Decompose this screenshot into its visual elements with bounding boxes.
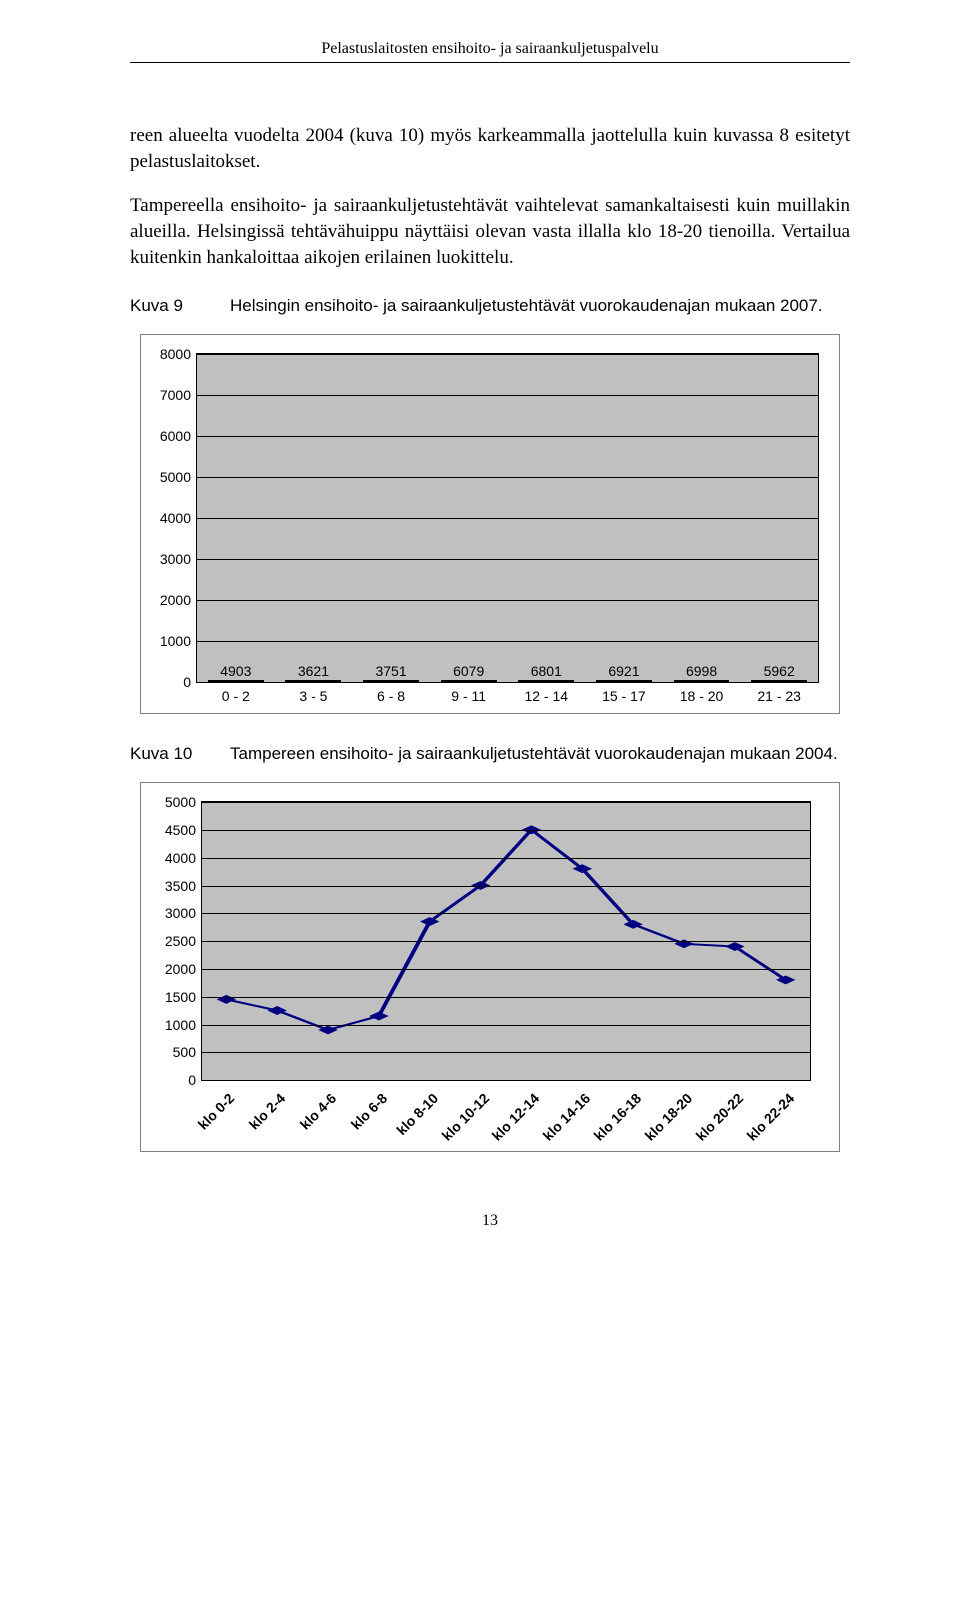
bar-gridline (197, 436, 818, 437)
bar-gridline (197, 477, 818, 478)
bar (674, 680, 730, 682)
bar-value-label: 6998 (686, 663, 717, 679)
bar-gridline (197, 559, 818, 560)
bar-x-axis-label: 0 - 2 (222, 688, 250, 704)
line-series (226, 830, 785, 1030)
bar-value-label: 5962 (764, 663, 795, 679)
paragraph-2: Tampereella ensihoito- ja sairaankuljetu… (130, 193, 850, 270)
line-gridline (202, 830, 810, 831)
line-y-axis-label: 3500 (165, 878, 202, 894)
line-x-axis-label: klo 22-24 (743, 1090, 797, 1144)
bar-x-axis-label: 3 - 5 (299, 688, 327, 704)
bar-y-axis-label: 0 (183, 674, 197, 690)
bar-y-axis-label: 2000 (160, 592, 197, 608)
line-gridline (202, 913, 810, 914)
line-chart: 0 500 1000 1500 2000 2500 3000 3500 4000 4500 5000… (140, 782, 840, 1152)
bar-value-label: 3621 (298, 663, 329, 679)
bar-y-axis-label: 1000 (160, 633, 197, 649)
bar-x-axis-label: 12 - 14 (525, 688, 569, 704)
bar-gridline (197, 682, 818, 683)
bar-chart: 0 1000 2000 3000 4000 5000 6000 7000 8000 4903 0 -… (140, 334, 840, 714)
line-gridline (202, 802, 810, 803)
line-y-axis-label: 3000 (165, 905, 202, 921)
bar-gridline (197, 641, 818, 642)
line-x-axis-label: klo 20-22 (692, 1090, 746, 1144)
bar (518, 680, 574, 682)
bar-chart-plot: 01000200030004000500060007000800049030 -… (196, 353, 819, 683)
line-gridline (202, 1052, 810, 1053)
bar-y-axis-label: 8000 (160, 346, 197, 362)
line-gridline (202, 969, 810, 970)
line-x-axis-label: klo 8-10 (393, 1090, 441, 1138)
bar (208, 680, 264, 682)
figure-10-ref: Kuva 10 (130, 744, 230, 764)
bar (363, 680, 419, 682)
bar-gridline (197, 600, 818, 601)
line-y-axis-label: 1000 (165, 1017, 202, 1033)
line-y-axis-label: 1500 (165, 989, 202, 1005)
bar-value-label: 6801 (531, 663, 562, 679)
line-x-axis-label: klo 0-2 (195, 1090, 238, 1133)
page-number: 13 (130, 1212, 850, 1230)
line-y-axis-label: 4500 (165, 822, 202, 838)
bar-gridline (197, 395, 818, 396)
line-y-axis-label: 0 (188, 1072, 202, 1088)
bar-x-axis-label: 18 - 20 (680, 688, 724, 704)
line-x-axis-label: klo 10-12 (438, 1090, 492, 1144)
paragraph-1: reen alueelta vuodelta 2004 (kuva 10) my… (130, 123, 850, 174)
line-x-axis-label: klo 12-14 (489, 1090, 543, 1144)
line-y-axis-label: 500 (173, 1044, 202, 1060)
line-gridline (202, 858, 810, 859)
bar-x-axis-label: 21 - 23 (757, 688, 801, 704)
line-x-axis-label: klo 14-16 (540, 1090, 594, 1144)
line-gridline (202, 1080, 810, 1081)
bar-y-axis-label: 5000 (160, 469, 197, 485)
running-head: Pelastuslaitosten ensihoito- ja sairaank… (130, 40, 850, 63)
bar-gridline (197, 354, 818, 355)
bar-y-axis-label: 3000 (160, 551, 197, 567)
bar-x-axis-label: 9 - 11 (451, 688, 486, 704)
line-x-axis-label: klo 6-8 (347, 1090, 390, 1133)
line-x-axis-label: klo 16-18 (591, 1090, 645, 1144)
line-y-axis-label: 2500 (165, 933, 202, 949)
bar (285, 680, 341, 682)
bar-value-label: 6079 (453, 663, 484, 679)
bar-value-label: 3751 (375, 663, 406, 679)
figure-9-text: Helsingin ensihoito- ja sairaankuljetust… (230, 296, 823, 316)
figure-10-caption: Kuva 10 Tampereen ensihoito- ja sairaank… (130, 744, 850, 764)
line-y-axis-label: 2000 (165, 961, 202, 977)
bar-x-axis-label: 15 - 17 (602, 688, 646, 704)
bar (751, 680, 807, 682)
line-marker (573, 864, 592, 873)
line-gridline (202, 886, 810, 887)
bar-value-label: 4903 (220, 663, 251, 679)
bar (441, 680, 497, 682)
line-x-axis-label: klo 18-20 (642, 1090, 696, 1144)
line-gridline (202, 997, 810, 998)
line-marker (369, 1012, 388, 1021)
line-x-axis-label: klo 2-4 (246, 1090, 289, 1133)
bar-y-axis-label: 6000 (160, 428, 197, 444)
bar-y-axis-label: 7000 (160, 387, 197, 403)
line-gridline (202, 941, 810, 942)
bar-x-axis-label: 6 - 8 (377, 688, 405, 704)
line-chart-plot: 0500100015002000250030003500400045005000… (201, 801, 811, 1081)
bar (596, 680, 652, 682)
bar-gridline (197, 518, 818, 519)
line-x-axis-label: klo 4-6 (297, 1090, 340, 1133)
figure-10-text: Tampereen ensihoito- ja sairaankuljetust… (230, 744, 838, 764)
figure-9-caption: Kuva 9 Helsingin ensihoito- ja sairaanku… (130, 296, 850, 316)
figure-9-ref: Kuva 9 (130, 296, 230, 316)
bar-y-axis-label: 4000 (160, 510, 197, 526)
line-y-axis-label: 5000 (165, 794, 202, 810)
line-y-axis-label: 4000 (165, 850, 202, 866)
line-gridline (202, 1025, 810, 1026)
bar-value-label: 6921 (608, 663, 639, 679)
